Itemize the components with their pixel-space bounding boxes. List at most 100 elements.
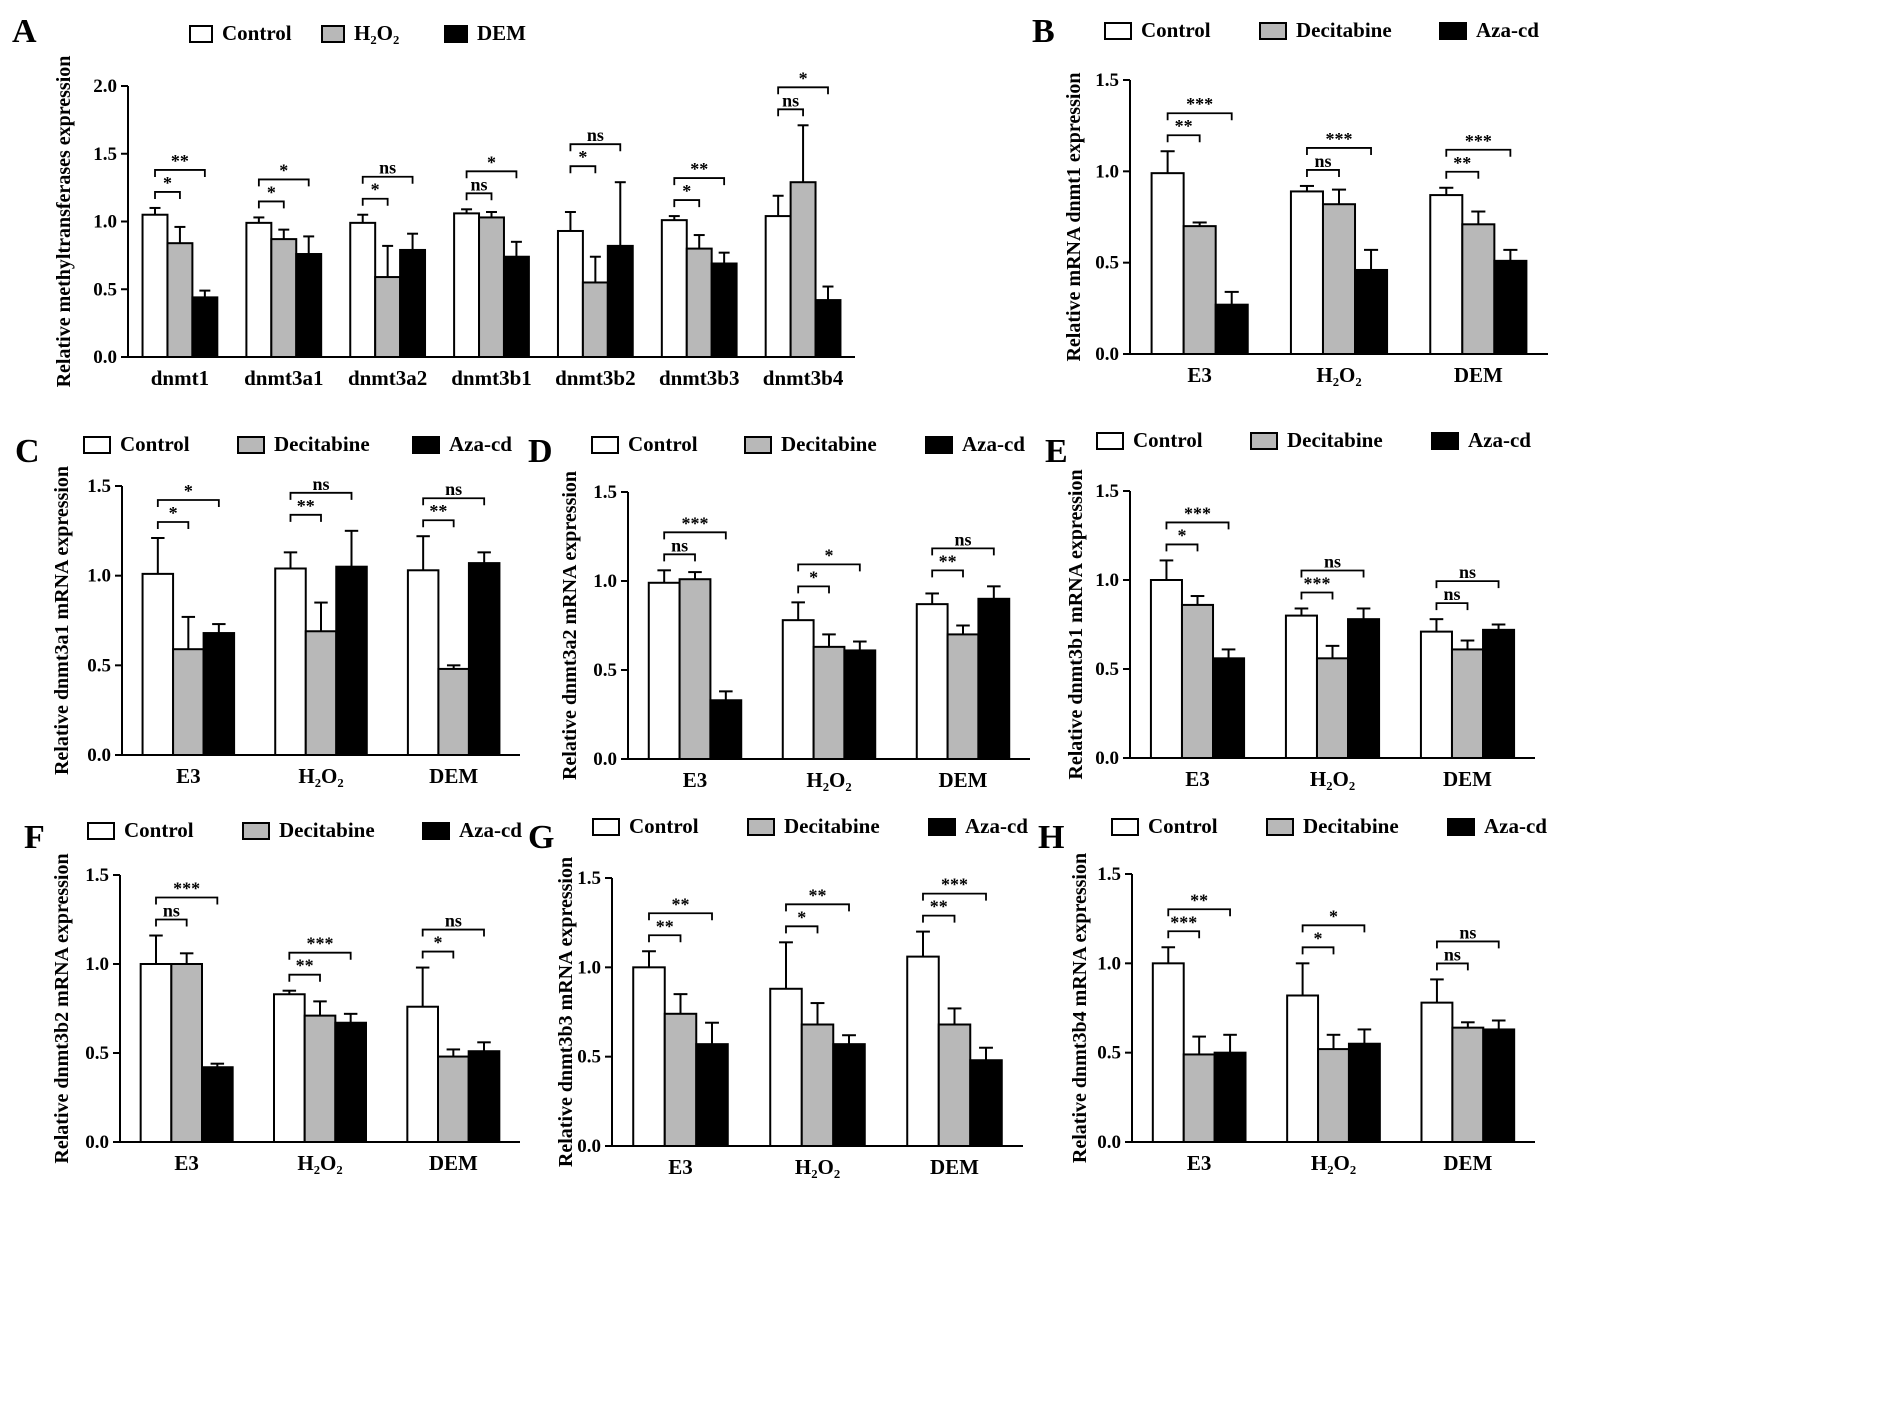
legend-swatch — [1250, 432, 1278, 450]
significance-bracket — [155, 896, 219, 905]
y-tick-label: 1.5 — [593, 482, 617, 503]
bar — [374, 276, 402, 358]
bar — [977, 597, 1011, 760]
significance-bracket — [421, 950, 455, 959]
significance-label: ** — [672, 894, 690, 914]
significance-label: ns — [1324, 551, 1341, 571]
significance-bracket — [155, 918, 188, 927]
significance-label: ns — [587, 125, 604, 145]
x-category-label: DEM — [939, 768, 988, 792]
bar — [273, 993, 306, 1144]
significance-label: *** — [1184, 503, 1211, 523]
legend-swatch — [925, 436, 953, 454]
bar — [172, 648, 205, 757]
significance-bracket — [663, 531, 727, 540]
x-category-label: E3 — [683, 768, 708, 792]
bar — [406, 569, 440, 757]
bar — [1482, 1028, 1516, 1143]
bar — [764, 215, 792, 358]
significance-label: ** — [296, 956, 314, 976]
bar — [437, 667, 470, 756]
legend-label: Control — [1133, 428, 1203, 452]
bar — [467, 1050, 501, 1143]
bar — [556, 229, 584, 358]
bar — [245, 221, 273, 358]
significance-label: ns — [954, 529, 971, 549]
significance-bracket — [648, 912, 713, 921]
bar — [800, 1023, 835, 1148]
bar — [437, 1055, 470, 1144]
legend-swatch — [1266, 818, 1294, 836]
bar — [1321, 203, 1357, 355]
bar — [1286, 994, 1320, 1144]
x-category-label: DEM — [1443, 1151, 1492, 1175]
significance-bracket — [1165, 543, 1199, 552]
bar — [335, 565, 368, 757]
legend-label: Control — [628, 432, 698, 456]
y-tick-label: 0.5 — [1095, 253, 1119, 274]
y-axis-label: Relative dnmt3b4 mRNA expression — [1069, 853, 1091, 1163]
x-category-label: H₂O₂ — [795, 1155, 840, 1179]
bar — [1213, 1051, 1247, 1143]
bar — [201, 1066, 234, 1143]
significance-bracket — [156, 521, 190, 530]
significance-label: ns — [1443, 584, 1460, 604]
x-category-label: E3 — [1187, 363, 1212, 387]
legend-label: Control — [124, 818, 194, 842]
significance-label: *** — [1465, 131, 1492, 151]
significance-label: ns — [1444, 944, 1461, 964]
significance-label: ns — [671, 535, 688, 555]
significance-label: ns — [471, 174, 488, 194]
significance-bracket — [777, 86, 829, 95]
significance-bracket — [1166, 134, 1201, 143]
y-tick-label: 0.5 — [85, 1043, 109, 1064]
panel-letter: C — [15, 433, 40, 470]
y-tick-label: 1.0 — [593, 571, 617, 592]
x-category-label: E3 — [1185, 767, 1210, 791]
legend-label: Aza-cd — [1468, 428, 1531, 452]
legend-swatch — [422, 822, 450, 840]
bar — [969, 1059, 1003, 1147]
y-tick-label: 0.0 — [1097, 1132, 1121, 1153]
x-category-label: E3 — [174, 1151, 199, 1175]
y-tick-label: 0.5 — [1097, 1043, 1121, 1064]
x-category-label: H₂O₂ — [297, 1151, 342, 1175]
significance-bracket — [289, 513, 322, 522]
y-tick-label: 1.0 — [577, 957, 601, 978]
significance-bracket — [154, 191, 181, 199]
significance-label: ns — [1459, 562, 1476, 582]
significance-bracket — [569, 165, 597, 174]
chart-panel-b: B Control Decitabine Aza-cd 0.0 0.5 1.0 1.5 Rela… — [1032, 13, 1548, 387]
significance-label: * — [267, 182, 276, 202]
y-tick-label: 1.5 — [87, 476, 111, 497]
legend-label: Aza-cd — [1476, 18, 1539, 42]
significance-label: ** — [171, 151, 189, 171]
bar — [1182, 1053, 1216, 1144]
y-axis-label: Relative dnmt3a1 mRNA expression — [51, 466, 73, 775]
bar — [1284, 614, 1318, 759]
y-tick-label: 1.5 — [1095, 481, 1119, 502]
bar — [1151, 962, 1185, 1143]
significance-bracket — [1301, 924, 1366, 933]
significance-bracket — [648, 934, 682, 943]
legend-swatch — [237, 436, 265, 454]
legend-label: Decitabine — [781, 432, 877, 456]
significance-bracket — [288, 951, 352, 960]
bar — [843, 649, 877, 760]
bar — [1419, 630, 1453, 759]
significance-label: ns — [163, 901, 180, 921]
panel-letter: B — [1032, 13, 1055, 50]
bar — [709, 699, 743, 761]
chart-panel-a: A Control H₂O₂ DEM 0.0 0.5 1.0 1.5 2.0 Relative m… — [12, 13, 855, 390]
x-category-label: dnmt3b1 — [451, 366, 532, 390]
bar — [304, 630, 338, 757]
y-axis-label: Relative dnmt3a2 mRNA expression — [559, 471, 581, 780]
bar — [781, 619, 815, 760]
x-category-label: DEM — [930, 1155, 979, 1179]
significance-label: *** — [941, 875, 968, 895]
legend-swatch — [592, 818, 620, 836]
legend-swatch — [1259, 22, 1287, 40]
y-tick-label: 1.5 — [93, 144, 117, 165]
significance-label: ** — [930, 897, 948, 917]
